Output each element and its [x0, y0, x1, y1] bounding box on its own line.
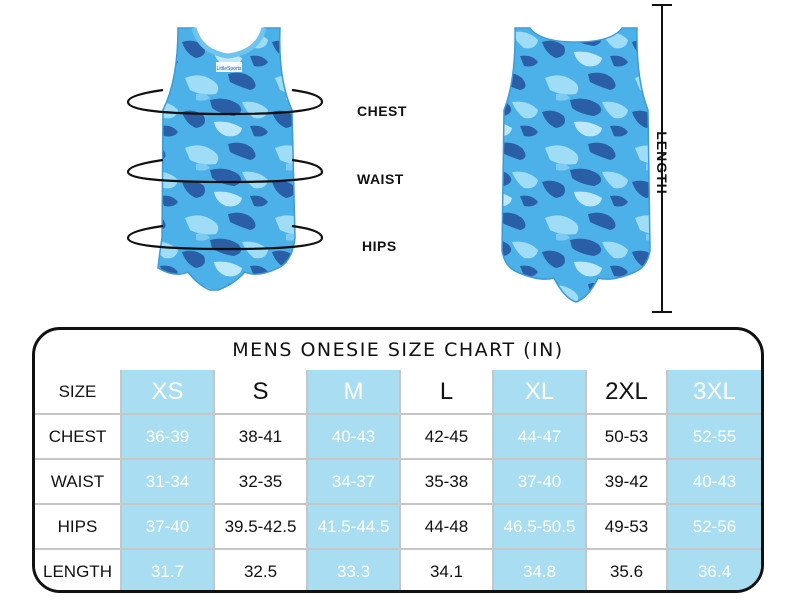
table-cell: 44-47 — [492, 413, 587, 460]
size-table: SIZE XS S M L XL 2XL 3XL CHEST 36-39 38-… — [35, 370, 761, 590]
table-cell: 34-37 — [306, 458, 401, 505]
size-3xl: 3XL — [666, 370, 761, 415]
table-cell: 39-42 — [585, 458, 668, 505]
size-s: S — [213, 370, 308, 415]
table-cell: 50-53 — [585, 413, 668, 460]
table-cell: 40-43 — [666, 458, 761, 505]
table-cell: 44-48 — [399, 503, 494, 550]
size-chart: MENS ONESIE SIZE CHART (IN) SIZE XS S M … — [32, 327, 764, 593]
hips-label: HIPS — [362, 238, 397, 254]
hips-row: HIPS 37-40 39.5-42.5 41.5-44.5 44-48 46.… — [35, 503, 761, 550]
size-header-row: SIZE XS S M L XL 2XL 3XL — [35, 370, 761, 415]
table-cell: 39.5-42.5 — [213, 503, 308, 550]
table-cell: 32-35 — [213, 458, 308, 505]
table-cell: 35.6 — [585, 548, 668, 590]
table-cell: 31.7 — [120, 548, 215, 590]
row-label: CHEST — [35, 413, 122, 460]
row-label: LENGTH — [35, 548, 122, 590]
waist-measure-ring — [126, 158, 324, 184]
table-cell: 52-56 — [666, 503, 761, 550]
table-cell: 36.4 — [666, 548, 761, 590]
size-m: M — [306, 370, 401, 415]
hips-measure-ring — [126, 224, 324, 251]
chest-measure-ring — [126, 88, 324, 116]
size-2xl: 2XL — [585, 370, 668, 415]
waist-label: WAIST — [357, 171, 404, 187]
table-cell: 37-40 — [120, 503, 215, 550]
size-l: L — [399, 370, 494, 415]
table-cell: 38-41 — [213, 413, 308, 460]
front-onesie: LittleSports — [157, 27, 296, 291]
table-cell: 37-40 — [492, 458, 587, 505]
chest-label: CHEST — [357, 103, 407, 119]
table-cell: 52-55 — [666, 413, 761, 460]
waist-row: WAIST 31-34 32-35 34-37 35-38 37-40 39-4… — [35, 458, 761, 505]
table-cell: 41.5-44.5 — [306, 503, 401, 550]
table-cell: 46.5-50.5 — [492, 503, 587, 550]
garment-illustration: LittleSports — [126, 4, 672, 313]
table-cell: 34.8 — [492, 548, 587, 590]
size-xs: XS — [120, 370, 215, 415]
table-cell: 35-38 — [399, 458, 494, 505]
table-cell: 34.1 — [399, 548, 494, 590]
length-row: LENGTH 31.7 32.5 33.3 34.1 34.8 35.6 36.… — [35, 548, 761, 590]
garment-tag: LittleSports — [216, 66, 242, 72]
chest-row: CHEST 36-39 38-41 40-43 42-45 44-47 50-5… — [35, 413, 761, 460]
table-cell: 32.5 — [213, 548, 308, 590]
length-indicator — [652, 4, 672, 313]
table-cell: 49-53 — [585, 503, 668, 550]
back-onesie — [501, 27, 651, 303]
size-xl: XL — [492, 370, 587, 415]
table-cell: 40-43 — [306, 413, 401, 460]
length-label: LENGTH — [654, 131, 670, 195]
row-label: HIPS — [35, 503, 122, 550]
row-label: WAIST — [35, 458, 122, 505]
table-cell: 42-45 — [399, 413, 494, 460]
table-cell: 36-39 — [120, 413, 215, 460]
size-chart-title: MENS ONESIE SIZE CHART (IN) — [232, 339, 564, 361]
table-cell: 31-34 — [120, 458, 215, 505]
size-header-label: SIZE — [35, 370, 122, 415]
table-cell: 33.3 — [306, 548, 401, 590]
